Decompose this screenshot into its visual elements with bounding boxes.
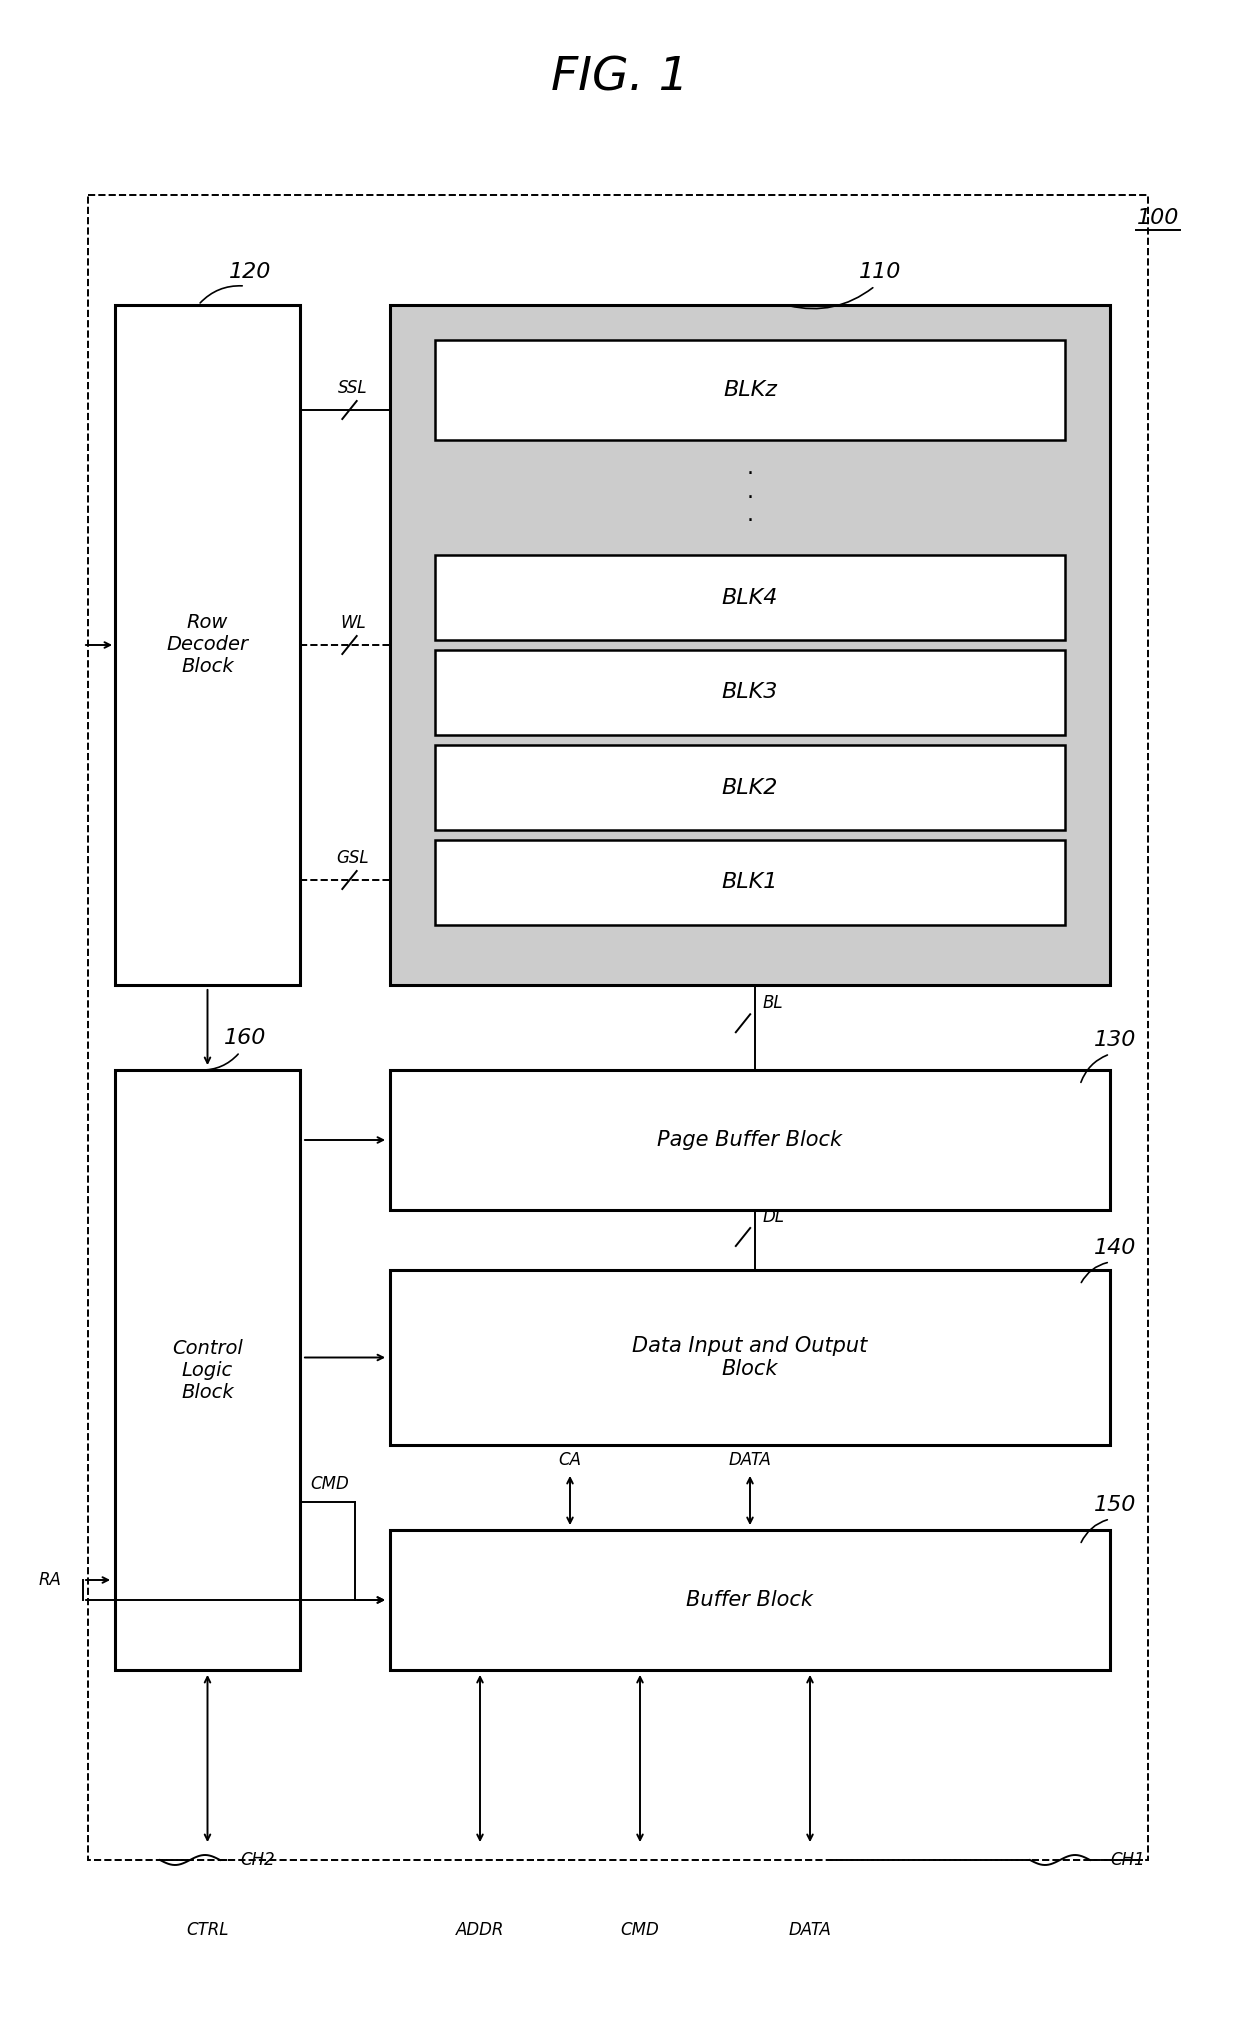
Text: 100: 100 <box>1137 208 1179 228</box>
Text: BLK3: BLK3 <box>722 682 779 702</box>
Bar <box>435 840 1065 926</box>
Text: Buffer Block: Buffer Block <box>687 1589 813 1610</box>
Bar <box>391 1270 1110 1445</box>
Text: 160: 160 <box>223 1028 267 1048</box>
Text: Data Input and Output
Block: Data Input and Output Block <box>632 1335 868 1380</box>
Text: SSL: SSL <box>339 379 368 397</box>
Text: CTRL: CTRL <box>186 1921 228 1939</box>
Text: 140: 140 <box>1094 1237 1136 1258</box>
Text: 150: 150 <box>1094 1496 1136 1514</box>
Bar <box>391 1070 1110 1211</box>
Text: DL: DL <box>763 1209 785 1225</box>
Bar <box>435 340 1065 440</box>
Text: WL: WL <box>340 615 366 633</box>
Text: 130: 130 <box>1094 1030 1136 1050</box>
Text: BL: BL <box>763 995 784 1011</box>
Text: 110: 110 <box>859 263 901 283</box>
Text: BLK1: BLK1 <box>722 873 779 893</box>
Text: BLK2: BLK2 <box>722 777 779 798</box>
Text: Control
Logic
Block: Control Logic Block <box>172 1339 243 1402</box>
Bar <box>115 305 300 985</box>
Text: CH1: CH1 <box>1110 1852 1145 1868</box>
Text: 120: 120 <box>229 263 272 283</box>
Text: Page Buffer Block: Page Buffer Block <box>657 1129 842 1150</box>
Text: CA: CA <box>558 1451 582 1469</box>
Text: CMD: CMD <box>621 1921 660 1939</box>
Bar <box>391 1530 1110 1671</box>
Text: BLKz: BLKz <box>723 381 777 401</box>
Text: GSL: GSL <box>337 849 370 867</box>
Text: DATA: DATA <box>789 1921 832 1939</box>
Bar <box>115 1070 300 1671</box>
Bar <box>391 305 1110 985</box>
Text: CMD: CMD <box>311 1475 350 1494</box>
Text: BLK4: BLK4 <box>722 588 779 608</box>
Bar <box>435 745 1065 830</box>
Text: ·
·
·: · · · <box>746 464 754 531</box>
Bar <box>435 556 1065 639</box>
Text: Row
Decoder
Block: Row Decoder Block <box>166 613 248 676</box>
Text: RA: RA <box>38 1571 61 1589</box>
Text: DATA: DATA <box>729 1451 771 1469</box>
Text: CH2: CH2 <box>241 1852 275 1868</box>
Text: ADDR: ADDR <box>456 1921 505 1939</box>
Bar <box>88 195 1148 1860</box>
Text: FIG. 1: FIG. 1 <box>551 55 689 100</box>
Bar <box>435 649 1065 735</box>
